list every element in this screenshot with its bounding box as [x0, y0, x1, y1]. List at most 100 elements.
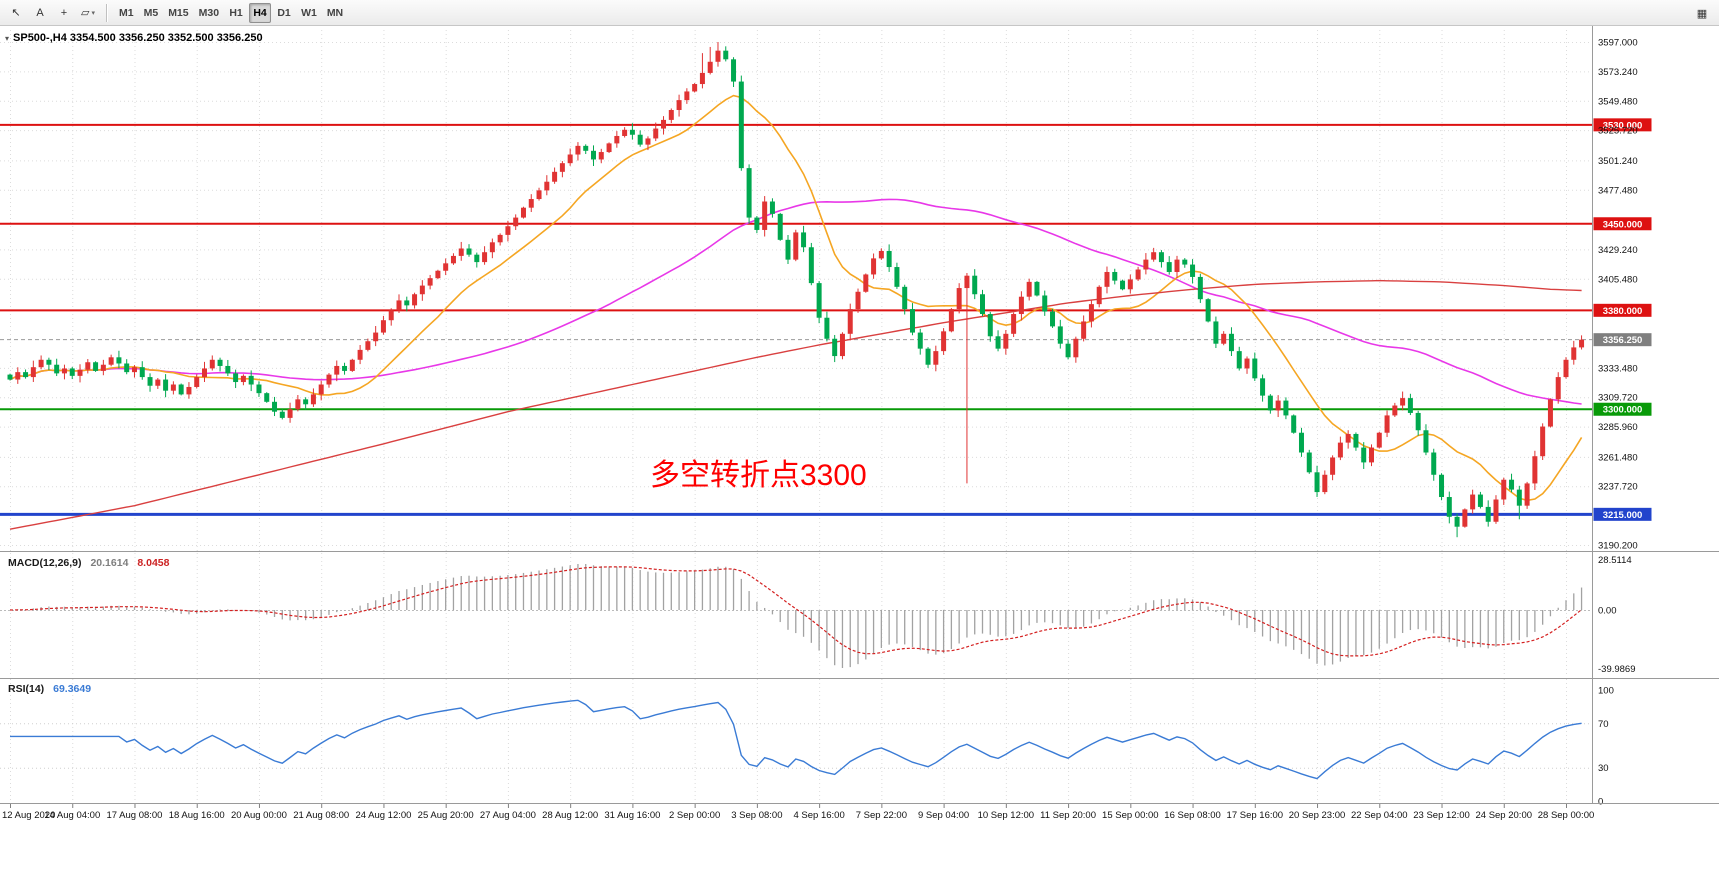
svg-text:30: 30: [1598, 763, 1609, 774]
svg-text:14 Aug 04:00: 14 Aug 04:00: [44, 810, 100, 821]
ma-medium-line: [9, 198, 1582, 405]
svg-text:3549.480: 3549.480: [1598, 96, 1638, 107]
svg-text:2 Sep 00:00: 2 Sep 00:00: [669, 810, 720, 821]
cursor-button[interactable]: ↖: [5, 3, 27, 23]
toolbar: ↖ A + ▱ ▾ M1 M5 M15 M30 H1 H4 D1 W1 MN ▦: [0, 0, 1719, 26]
rsi-value: 69.3649: [53, 683, 92, 695]
svg-text:3309.720: 3309.720: [1598, 393, 1638, 404]
svg-text:15 Sep 00:00: 15 Sep 00:00: [1102, 810, 1159, 821]
svg-text:3380.000: 3380.000: [1603, 306, 1643, 317]
text-label-button[interactable]: A: [29, 3, 51, 23]
price-axis: 3597.000 3573.240 3549.480 3525.720 3501.240…: [1598, 38, 1638, 552]
draw-tools-button[interactable]: ▱ ▾: [77, 3, 99, 23]
candlestick-series: [7, 42, 1585, 538]
svg-text:3190.200: 3190.200: [1598, 541, 1638, 552]
chevron-down-icon: ▾: [91, 9, 95, 17]
toolbar-separator: [106, 3, 108, 22]
svg-text:3477.480: 3477.480: [1598, 185, 1638, 196]
ma-fast-line: [9, 94, 1583, 502]
svg-text:20 Aug 00:00: 20 Aug 00:00: [231, 810, 287, 821]
timeframe-h4-button[interactable]: H4: [249, 2, 272, 23]
svg-text:4 Sep 16:00: 4 Sep 16:00: [793, 810, 844, 821]
chart-canvas: 3530.000 3450.000 3380.000 3300.000 3215.000…: [0, 26, 1719, 821]
price-level-badge: [1593, 402, 1652, 416]
svg-text:11 Sep 20:00: 11 Sep 20:00: [1040, 810, 1096, 821]
svg-text:21 Aug 08:00: 21 Aug 08:00: [293, 810, 349, 821]
macd-value-signal: 8.0458: [137, 557, 170, 569]
svg-text:3597.000: 3597.000: [1598, 38, 1638, 49]
horizontal-levels: 3530.000 3450.000 3380.000 3300.000 3215.000…: [0, 118, 1652, 521]
grid-glyph: ▦: [1696, 7, 1708, 20]
moving-averages: [9, 94, 1583, 530]
symbol-title: ▾ SP500-,H4 3354.500 3356.250 3352.500 33…: [5, 32, 263, 44]
timeframe-m5-button[interactable]: M5: [140, 3, 163, 23]
chart-grid-icon[interactable]: ▦: [1691, 3, 1713, 23]
toolbar-tools: ↖ A + ▱ ▾: [4, 3, 100, 23]
symbol-ohlc-text: SP500-,H4 3354.500 3356.250 3352.500 335…: [13, 32, 263, 44]
svg-text:10 Sep 12:00: 10 Sep 12:00: [978, 810, 1035, 821]
price-level-badge: [1593, 118, 1652, 132]
rsi-label: RSI(14) 69.3649: [8, 683, 91, 695]
svg-text:3573.240: 3573.240: [1598, 67, 1638, 78]
macd-value-main: 20.1614: [90, 557, 129, 569]
price-level-badge: [1593, 507, 1652, 521]
svg-text:3285.960: 3285.960: [1598, 422, 1638, 433]
price-level-badge: [1593, 303, 1652, 317]
svg-text:3215.000: 3215.000: [1603, 510, 1643, 521]
panel-separators: [0, 26, 1719, 804]
macd-histogram: [17, 564, 1583, 668]
macd-label: MACD(12,26,9) 20.1614 8.0458: [8, 557, 169, 569]
chart-annotation: 多空转折点3300: [650, 459, 867, 492]
svg-text:28 Sep 00:00: 28 Sep 00:00: [1538, 810, 1595, 821]
crosshair-button[interactable]: +: [53, 3, 75, 23]
timeframe-m15-button[interactable]: M15: [164, 3, 192, 23]
timeframe-h1-button[interactable]: H1: [225, 3, 247, 23]
grid: [0, 30, 1592, 803]
svg-text:0: 0: [1598, 797, 1603, 808]
svg-text:3261.480: 3261.480: [1598, 452, 1638, 463]
price-level-badge: [1593, 217, 1652, 231]
svg-text:3450.000: 3450.000: [1603, 219, 1643, 230]
svg-text:22 Sep 04:00: 22 Sep 04:00: [1351, 810, 1408, 821]
timeframe-m30-button[interactable]: M30: [195, 3, 223, 23]
svg-text:3333.480: 3333.480: [1598, 363, 1638, 374]
rsi-name: RSI(14): [8, 683, 45, 695]
timeframe-w1-button[interactable]: W1: [297, 3, 321, 23]
svg-text:3356.250: 3356.250: [1603, 335, 1643, 346]
svg-text:9 Sep 04:00: 9 Sep 04:00: [918, 810, 969, 821]
rsi-line: [10, 699, 1582, 780]
chart-area[interactable]: 3530.000 3450.000 3380.000 3300.000 3215.000…: [0, 26, 1719, 895]
svg-text:3525.720: 3525.720: [1598, 126, 1638, 137]
svg-text:24 Aug 12:00: 24 Aug 12:00: [355, 810, 411, 821]
svg-text:100: 100: [1598, 686, 1614, 697]
svg-text:3429.240: 3429.240: [1598, 245, 1638, 256]
macd-name: MACD(12,26,9): [8, 557, 82, 569]
svg-text:-39.9869: -39.9869: [1598, 664, 1636, 675]
macd-signal-line: [9, 566, 1582, 657]
timeframe-m1-button[interactable]: M1: [115, 3, 138, 23]
svg-text:3530.000: 3530.000: [1603, 120, 1643, 131]
svg-text:31 Aug 16:00: 31 Aug 16:00: [604, 810, 660, 821]
rsi-panel: 100 70 30 0: [0, 686, 1614, 808]
toolbar-timeframes: M1 M5 M15 M30 H1 H4 D1 W1 MN: [114, 2, 348, 23]
svg-text:70: 70: [1598, 719, 1609, 730]
svg-text:17 Sep 16:00: 17 Sep 16:00: [1227, 810, 1284, 821]
current-price-badge: [1593, 333, 1652, 347]
svg-text:24 Sep 20:00: 24 Sep 20:00: [1475, 810, 1532, 821]
collapse-icon: ▾: [5, 34, 10, 43]
ma-slow-line: [9, 279, 1582, 530]
svg-text:12 Aug 2020: 12 Aug 2020: [2, 810, 55, 821]
svg-text:17 Aug 08:00: 17 Aug 08:00: [106, 810, 162, 821]
svg-text:28.5114: 28.5114: [1598, 555, 1632, 566]
timeframe-mn-button[interactable]: MN: [323, 3, 347, 23]
svg-text:3 Sep 08:00: 3 Sep 08:00: [731, 810, 782, 821]
svg-text:7 Sep 22:00: 7 Sep 22:00: [856, 810, 907, 821]
svg-text:0.00: 0.00: [1598, 606, 1617, 617]
svg-text:3237.720: 3237.720: [1598, 482, 1638, 493]
svg-text:18 Aug 16:00: 18 Aug 16:00: [169, 810, 225, 821]
svg-text:16 Sep 08:00: 16 Sep 08:00: [1164, 810, 1221, 821]
timeframe-d1-button[interactable]: D1: [273, 3, 295, 23]
svg-text:3405.480: 3405.480: [1598, 274, 1638, 285]
